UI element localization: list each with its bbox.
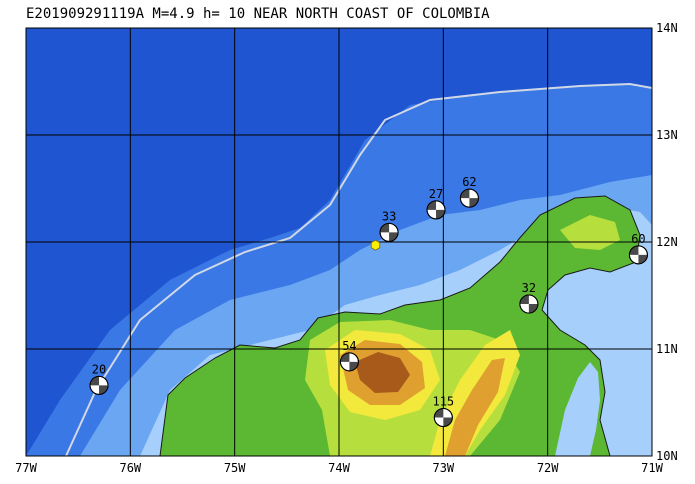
compression-quadrant	[519, 295, 529, 305]
beachball-rim	[426, 200, 446, 220]
compression-quadrant	[638, 254, 648, 264]
beachball-rim	[628, 245, 648, 265]
map-frame	[25, 27, 653, 457]
compression-quadrant	[436, 209, 446, 219]
terrain-mountain-perija	[445, 358, 505, 456]
coastline	[159, 195, 641, 456]
focal-mechanism[interactable]: 54	[339, 339, 359, 372]
beachball-rim	[519, 294, 539, 314]
graticule	[26, 28, 652, 456]
latitude-label: 14N	[656, 21, 678, 35]
beachball-rim	[459, 188, 479, 208]
longitude-label: 71W	[641, 461, 663, 475]
compression-quadrant	[443, 417, 453, 427]
focal-mechanisms: 20 54 33 27 62 32 60 115	[89, 175, 648, 427]
epicenter-layer	[370, 239, 381, 251]
compression-quadrant	[528, 304, 538, 314]
focal-mechanism[interactable]: 32	[519, 281, 539, 314]
beachball-rim	[339, 352, 359, 372]
longitude-labels: 77W 76W 75W 74W 73W 72W 71W	[15, 461, 663, 475]
compression-quadrant	[460, 189, 470, 199]
terrain-high-mountain	[355, 352, 410, 393]
map-title: E201909291119A M=4.9 h= 10 NEAR NORTH CO…	[26, 6, 490, 22]
focal-mechanism[interactable]: 60	[628, 232, 648, 265]
focal-mechanism[interactable]: 115	[432, 394, 454, 427]
longitude-label: 76W	[119, 461, 141, 475]
longitude-label: 75W	[224, 461, 246, 475]
mechanism-depth-label: 60	[631, 232, 645, 246]
compression-quadrant	[99, 385, 109, 395]
focal-mechanism[interactable]: 62	[459, 175, 479, 208]
latitude-label: 13N	[656, 128, 678, 142]
beachball-rim	[433, 407, 453, 427]
mechanism-depth-label: 20	[92, 362, 106, 376]
epicenter-marker[interactable]	[370, 239, 381, 251]
longitude-label: 74W	[328, 461, 350, 475]
mechanism-depth-label: 54	[342, 339, 356, 353]
focal-mechanism[interactable]: 20	[89, 362, 109, 395]
compression-quadrant	[469, 198, 479, 208]
compression-quadrant	[340, 352, 350, 362]
compression-quadrant	[349, 361, 359, 371]
compression-quadrant	[434, 408, 444, 418]
mechanism-depth-label: 115	[432, 394, 454, 408]
longitude-label: 72W	[537, 461, 559, 475]
beachball-rim	[89, 375, 109, 395]
terrain-guajira-hill	[560, 215, 620, 250]
latitude-label: 12N	[656, 235, 678, 249]
mechanism-depth-label: 27	[429, 187, 443, 201]
focal-mechanism[interactable]: 33	[379, 209, 399, 242]
compression-quadrant	[427, 200, 437, 210]
compression-quadrant	[629, 245, 639, 255]
mechanism-depth-label: 32	[522, 281, 536, 295]
mechanism-depth-label: 62	[462, 175, 476, 189]
latitude-label: 11N	[656, 342, 678, 356]
longitude-label: 77W	[15, 461, 37, 475]
latitude-label: 10N	[656, 449, 678, 463]
compression-quadrant	[380, 223, 390, 233]
compression-quadrant	[90, 376, 100, 386]
lake-maracaibo	[555, 362, 600, 456]
latitude-labels: 14N 13N 12N 11N 10N	[656, 21, 678, 463]
trench-line	[65, 82, 652, 456]
beachball-rim	[379, 222, 399, 242]
focal-mechanism[interactable]: 27	[426, 187, 446, 220]
longitude-label: 73W	[432, 461, 454, 475]
compression-quadrant	[389, 232, 399, 242]
mechanism-depth-label: 33	[382, 209, 396, 223]
